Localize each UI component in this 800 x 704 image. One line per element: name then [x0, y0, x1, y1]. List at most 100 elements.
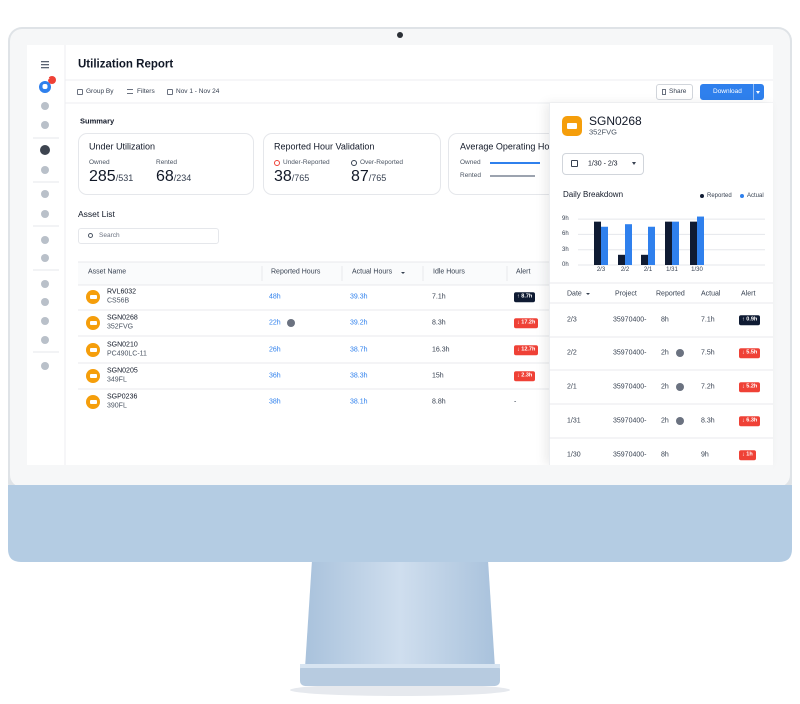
notification-badge: 4: [46, 75, 50, 82]
panel-subtitle: 352FVG: [589, 127, 617, 137]
column-header: Actual: [701, 290, 721, 298]
filter-icon: [127, 89, 133, 94]
y-tick-label: 3h: [562, 246, 569, 253]
search-box[interactable]: [78, 228, 219, 244]
asset-model: 349FL: [107, 376, 127, 384]
asset-model: PC490LC-11: [107, 350, 147, 358]
search-placeholder: Search: [99, 231, 120, 239]
page-title: Utilization Report: [78, 58, 174, 71]
legend-dot: [700, 194, 704, 198]
reported-hours: 22h: [269, 319, 281, 327]
asset-model: 390FL: [107, 402, 127, 410]
under-icon: [274, 160, 280, 166]
actual-hours: 38.7h: [350, 346, 368, 354]
x-tick-label: 1/31: [666, 267, 678, 273]
column-header: Idle Hours: [433, 268, 465, 276]
alert-badge: ↓ 1h: [739, 450, 756, 460]
share-button[interactable]: [656, 84, 693, 100]
reported-hours: 38h: [269, 398, 281, 406]
date-cell: 1/30: [567, 451, 581, 459]
section-title: Asset List: [78, 208, 115, 219]
stat-number: 38: [274, 168, 292, 185]
info-icon: [676, 349, 684, 357]
info-icon: [676, 383, 684, 391]
stat-label: Owned: [460, 158, 481, 166]
sort-caret: [586, 293, 590, 295]
asset-id[interactable]: SGN0268: [107, 314, 138, 322]
download-caret: [756, 91, 760, 94]
filters[interactable]: Filters: [137, 87, 155, 95]
column-header: Asset Name: [88, 268, 127, 276]
section-title: Summary: [80, 116, 115, 126]
column-header: Date: [567, 290, 582, 298]
asset-id[interactable]: SGP0236: [107, 393, 138, 401]
alert-badge: ↓ 17.2h: [514, 318, 539, 328]
stat-number: 68: [156, 168, 174, 185]
asset-id[interactable]: SGN0205: [107, 367, 138, 375]
reported-cell: 8h: [661, 451, 669, 459]
calendar-icon: [167, 89, 173, 95]
asset-model: 352FVG: [107, 323, 134, 331]
actual-cell: 7.1h: [701, 316, 715, 324]
info-icon: [287, 319, 295, 327]
stat-value: 38/765: [274, 169, 309, 185]
actual-hours: 39.2h: [350, 319, 368, 327]
actual-hours: 38.1h: [350, 398, 368, 406]
legend-label: Reported: [707, 193, 732, 199]
actual-cell: 7.2h: [701, 383, 715, 391]
date-cell: 2/2: [567, 349, 577, 357]
column-header: Project: [615, 290, 637, 298]
alert-badge: ↓ 5.2h: [739, 382, 761, 392]
rented-bar: [490, 175, 535, 177]
download-divider: [753, 84, 754, 100]
asset-id[interactable]: RVL6032: [107, 288, 137, 296]
idle-hours: 7.1h: [432, 293, 446, 301]
project-cell: 35970400-: [613, 383, 647, 391]
asset-icon: [86, 343, 100, 357]
date-cell: 2/1: [567, 383, 577, 391]
download-label: Download: [713, 87, 742, 95]
idle-hours: 15h: [432, 372, 444, 380]
x-tick-label: 2/1: [643, 267, 653, 273]
asset-icon: [86, 290, 100, 304]
download-button[interactable]: [700, 84, 764, 100]
screen-bottom-bezel: [27, 465, 773, 485]
idle-hours: 8.8h: [432, 398, 446, 406]
y-tick-label: 9h: [562, 216, 569, 223]
group-icon: [77, 89, 83, 95]
date-picker[interactable]: [562, 153, 644, 175]
sort-caret: [401, 272, 405, 274]
actual-hours: 38.3h: [350, 372, 368, 380]
date-picker-caret: [632, 162, 636, 165]
column-header: Actual Hours: [352, 268, 393, 276]
date-picker-label: 1/30 - 2/3: [588, 160, 618, 168]
legend-label: Actual: [747, 193, 764, 199]
asset-id[interactable]: SGN0210: [107, 341, 138, 349]
detail-panel: [549, 103, 773, 465]
asset-icon-glyph: [89, 399, 97, 405]
stat-total: /765: [291, 173, 310, 183]
share-label: Share: [669, 87, 687, 95]
panel-title: SGN0268: [589, 114, 642, 128]
project-cell: 35970400-: [613, 316, 647, 324]
group-by[interactable]: Group By: [86, 87, 114, 95]
x-tick-label: 2/2: [620, 267, 630, 273]
column-header: Reported Hours: [271, 268, 321, 276]
date-range[interactable]: Nov 1 - Nov 24: [176, 87, 220, 95]
y-tick-label: 6h: [562, 231, 569, 238]
reported-cell: 8h: [661, 316, 669, 324]
card-title: Reported Hour Validation: [274, 141, 375, 152]
x-tick-label: 1/30: [691, 267, 703, 273]
panel-asset-icon: [562, 116, 582, 136]
info-icon: [676, 417, 684, 425]
over-icon: [351, 160, 357, 166]
stat-label: Rented: [460, 171, 481, 179]
reported-cell: 2h: [661, 417, 669, 425]
stat-value: 285/531: [89, 169, 133, 185]
stat-label: Over-Reported: [360, 158, 403, 166]
alert-badge: ↓ 2.3h: [514, 371, 536, 381]
asset-icon-glyph: [89, 320, 97, 326]
share-icon: [662, 89, 666, 95]
chart-title: Daily Breakdown: [563, 190, 624, 199]
asset-icon-glyph: [89, 347, 97, 353]
